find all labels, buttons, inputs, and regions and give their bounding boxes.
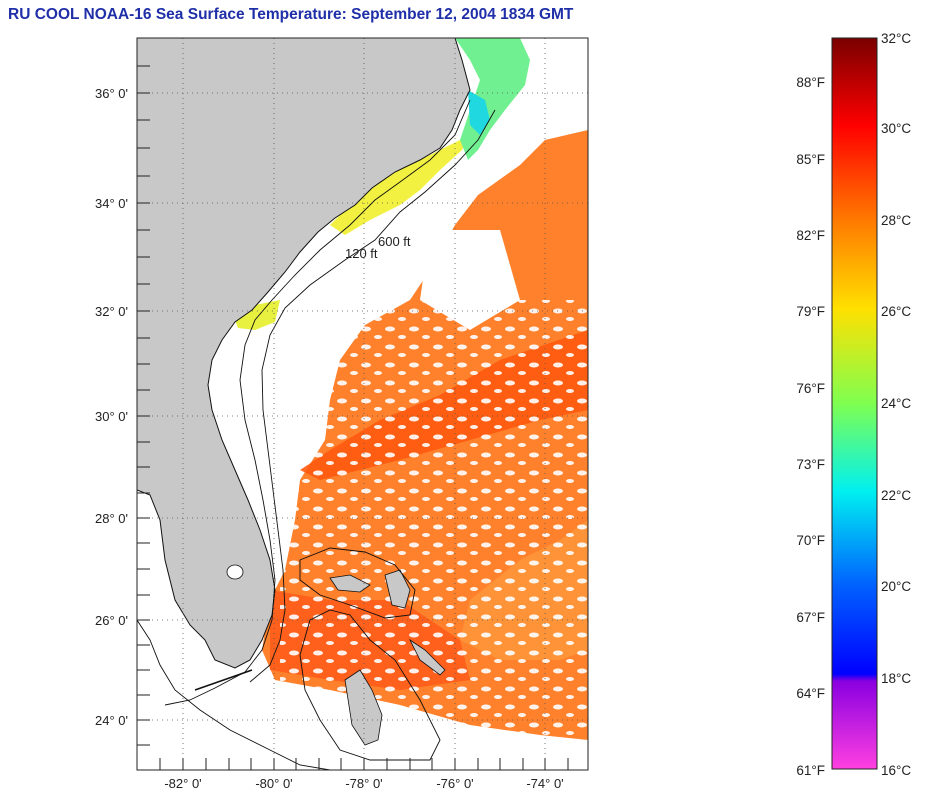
contour-label-600ft: 600 ft — [378, 234, 411, 249]
cloud-speckle — [280, 300, 588, 740]
cb-c-24: 24°C — [881, 396, 911, 411]
lon-label-78: -78° 0' — [345, 776, 382, 791]
contour-little-bahama-bank — [299, 547, 416, 619]
lat-label-26: 26° 0' — [95, 613, 128, 628]
sst-cool-north — [455, 38, 530, 160]
cb-c-26: 26°C — [881, 304, 911, 319]
cb-c-16: 16°C — [881, 763, 911, 778]
cb-c-22: 22°C — [881, 488, 911, 503]
map-title: RU COOL NOAA-16 Sea Surface Temperature:… — [8, 6, 574, 23]
land-andros — [344, 669, 383, 746]
cb-c-20: 20°C — [881, 579, 911, 594]
lon-label-82: -82° 0' — [164, 776, 201, 791]
left-ticks — [137, 65, 150, 746]
lat-label-32: 32° 0' — [95, 304, 128, 319]
map-frame — [136, 37, 589, 771]
cb-f-73: 73°F — [796, 457, 825, 472]
cb-f-85: 85°F — [796, 152, 825, 167]
cb-f-82: 82°F — [796, 228, 825, 243]
cb-c-18: 18°C — [881, 671, 911, 686]
lat-label-28: 28° 0' — [95, 511, 128, 526]
contour-bahamas-bank — [299, 609, 441, 761]
lat-label-24: 24° 0' — [95, 713, 128, 728]
land-grand-bahama — [329, 574, 371, 593]
cb-f-79: 79°F — [796, 304, 825, 319]
lake-okeechobee — [226, 564, 244, 580]
lat-label-30: 30° 0' — [95, 409, 128, 424]
cb-c-28: 28°C — [881, 213, 911, 228]
cb-f-88: 88°F — [796, 75, 825, 90]
colorbar — [831, 37, 878, 770]
bottom-ticks — [159, 758, 569, 770]
cb-c-32: 32°C — [881, 31, 911, 46]
cb-f-61: 61°F — [796, 763, 825, 778]
cb-f-67: 67°F — [796, 610, 825, 625]
lat-label-34: 34° 0' — [95, 196, 128, 211]
lon-label-76: -76° 0' — [436, 776, 473, 791]
cb-c-30: 30°C — [881, 121, 911, 136]
contour-600ft — [249, 109, 496, 683]
cb-f-76: 76°F — [796, 381, 825, 396]
contour-label-120ft: 120 ft — [345, 246, 378, 261]
cloud-patch — [420, 230, 520, 330]
lon-label-80: -80° 0' — [255, 776, 292, 791]
sst-shelf-georgia — [232, 300, 280, 330]
sst-cyan-patch — [468, 90, 490, 135]
land-abaco — [384, 569, 411, 609]
land-eleuthera — [408, 638, 446, 676]
cb-f-70: 70°F — [796, 533, 825, 548]
land-us-mainland — [137, 38, 471, 669]
lat-label-36: 36° 0' — [95, 86, 128, 101]
contour-120ft — [164, 99, 471, 706]
cb-f-64: 64°F — [796, 686, 825, 701]
contour-gulf-shelf — [137, 619, 331, 770]
lon-label-74: -74° 0' — [526, 776, 563, 791]
graticule — [137, 38, 588, 770]
